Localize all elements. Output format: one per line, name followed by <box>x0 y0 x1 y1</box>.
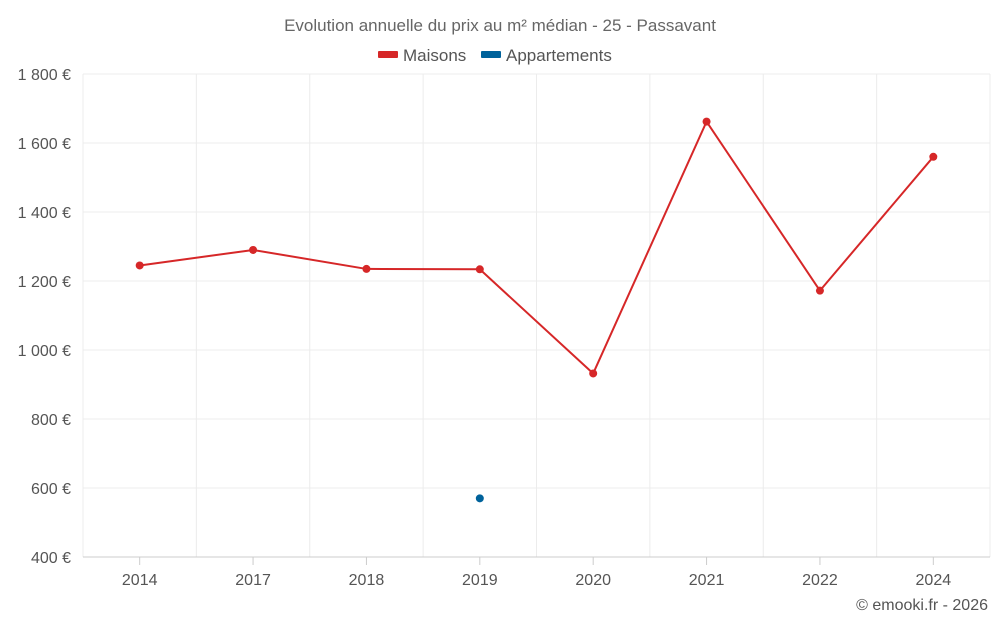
chart-title: Evolution annuelle du prix au m² médian … <box>284 16 716 35</box>
legend-item-maisons[interactable]: Maisons <box>378 46 466 65</box>
data-point-maisons[interactable] <box>702 117 711 126</box>
legend-swatch-maisons <box>378 51 398 58</box>
y-tick-label: 1 000 € <box>18 343 71 360</box>
x-tick-label: 2021 <box>689 572 725 589</box>
y-tick-label: 1 600 € <box>18 136 71 153</box>
legend-item-appartements[interactable]: Appartements <box>481 46 612 65</box>
grid <box>82 73 991 558</box>
x-tick-label: 2022 <box>802 572 838 589</box>
series-appartements <box>475 494 484 503</box>
series-maisons <box>135 117 938 378</box>
x-tick-label: 2024 <box>916 572 952 589</box>
legend-label-maisons: Maisons <box>403 46 466 65</box>
x-tick-label: 2014 <box>122 572 158 589</box>
legend-swatch-appartements <box>481 51 501 58</box>
y-tick-label: 400 € <box>31 550 71 567</box>
data-point-maisons[interactable] <box>929 152 938 161</box>
data-point-maisons[interactable] <box>135 261 144 270</box>
x-tick-label: 2018 <box>349 572 385 589</box>
x-tick-label: 2020 <box>575 572 611 589</box>
y-tick-label: 1 400 € <box>18 205 71 222</box>
y-tick-label: 1 800 € <box>18 67 71 84</box>
y-tick-label: 1 200 € <box>18 274 71 291</box>
credit-text: © emooki.fr - 2026 <box>856 597 988 614</box>
data-point-appartements[interactable] <box>475 494 484 503</box>
data-point-maisons[interactable] <box>815 286 824 295</box>
legend-label-appartements: Appartements <box>506 46 612 65</box>
axes: 400 € 600 € 800 € 1 000 € 1 200 € 1 400 € 1 60… <box>18 67 990 589</box>
data-point-maisons[interactable] <box>589 369 598 378</box>
data-point-maisons[interactable] <box>475 265 484 274</box>
y-tick-label: 600 € <box>31 481 71 498</box>
series <box>135 117 938 503</box>
x-tick-label: 2019 <box>462 572 498 589</box>
data-point-maisons[interactable] <box>249 245 258 254</box>
x-tick-label: 2017 <box>235 572 271 589</box>
series-line-maisons <box>139 120 935 375</box>
legend: Maisons Appartements <box>378 46 612 65</box>
data-point-maisons[interactable] <box>362 264 371 273</box>
y-tick-label: 800 € <box>31 412 71 429</box>
